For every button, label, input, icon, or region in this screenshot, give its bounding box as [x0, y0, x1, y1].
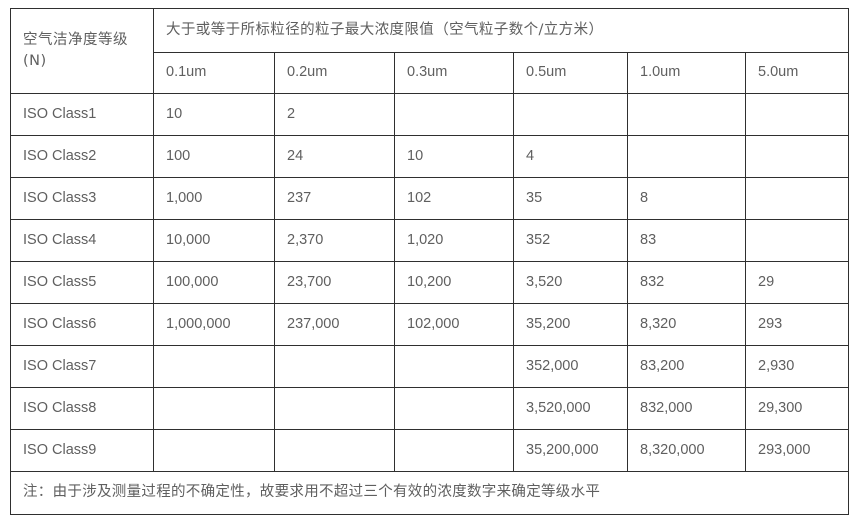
cell-value [153, 429, 275, 472]
header-row-top: 空气洁净度等级 (N) 大于或等于所标粒径的粒子最大浓度限值（空气粒子数个/立方… [10, 8, 850, 94]
cell-value [274, 429, 395, 472]
cell-value [153, 345, 275, 388]
cell-value [627, 135, 746, 178]
iso-cleanliness-table: 空气洁净度等级 (N) 大于或等于所标粒径的粒子最大浓度限值（空气粒子数个/立方… [9, 8, 850, 515]
cell-value: 293 [744, 303, 850, 346]
cell-value: 237,000 [274, 303, 395, 346]
cell-value [394, 429, 514, 472]
cell-value: 35,200,000 [513, 429, 628, 472]
cell-value: 3,520,000 [513, 387, 628, 430]
cell-value: 29 [744, 261, 850, 304]
row-label: ISO Class8 [10, 387, 154, 430]
table-row: ISO Class8 3,520,000 832,000 29,300 [10, 387, 850, 430]
particle-size-header-3: 0.5um [513, 52, 628, 94]
row-label: ISO Class7 [10, 345, 154, 388]
table-row: ISO Class7 352,000 83,200 2,930 [10, 345, 850, 388]
cell-value [744, 177, 850, 220]
cell-value: 8,320 [627, 303, 746, 346]
row-label: ISO Class3 [10, 177, 154, 220]
table-row: ISO Class6 1,000,000 237,000 102,000 35,… [10, 303, 850, 346]
cell-value: 2,930 [744, 345, 850, 388]
row-label: ISO Class2 [10, 135, 154, 178]
cell-value [394, 93, 514, 136]
cell-value: 23,700 [274, 261, 395, 304]
class-column-header: 空气洁净度等级 (N) [10, 8, 154, 94]
row-label: ISO Class6 [10, 303, 154, 346]
table-row: ISO Class5 100,000 23,700 10,200 3,520 8… [10, 261, 850, 304]
cell-value: 83,200 [627, 345, 746, 388]
cell-value: 2 [274, 93, 395, 136]
cell-value [744, 219, 850, 262]
cell-value: 293,000 [744, 429, 850, 472]
cell-value: 2,370 [274, 219, 395, 262]
cell-value: 24 [274, 135, 395, 178]
cell-value: 100 [153, 135, 275, 178]
cell-value: 10,000 [153, 219, 275, 262]
table-body: 空气洁净度等级 (N) 大于或等于所标粒径的粒子最大浓度限值（空气粒子数个/立方… [9, 8, 850, 515]
cell-value [394, 345, 514, 388]
cell-value: 352,000 [513, 345, 628, 388]
cell-value: 832,000 [627, 387, 746, 430]
cell-value: 4 [513, 135, 628, 178]
cell-value [744, 135, 850, 178]
cell-value [153, 387, 275, 430]
cell-value: 29,300 [744, 387, 850, 430]
cell-value [513, 93, 628, 136]
table-row: ISO Class9 35,200,000 8,320,000 293,000 [10, 429, 850, 472]
cell-value: 35,200 [513, 303, 628, 346]
row-label: ISO Class1 [10, 93, 154, 136]
table-row: ISO Class1 10 2 [10, 93, 850, 136]
cell-value: 1,000 [153, 177, 275, 220]
cell-value [627, 93, 746, 136]
iso-cleanliness-table-container: 空气洁净度等级 (N) 大于或等于所标粒径的粒子最大浓度限值（空气粒子数个/立方… [9, 8, 850, 515]
cell-value: 8,320,000 [627, 429, 746, 472]
cell-value: 10 [394, 135, 514, 178]
table-note: 注：由于涉及测量过程的不确定性，故要求用不超过三个有效的浓度数字来确定等级水平 [9, 471, 850, 515]
row-label: ISO Class4 [10, 219, 154, 262]
cell-value: 35 [513, 177, 628, 220]
cell-value: 237 [274, 177, 395, 220]
cell-value: 832 [627, 261, 746, 304]
row-label: ISO Class5 [10, 261, 154, 304]
cell-value: 1,020 [394, 219, 514, 262]
note-row: 注：由于涉及测量过程的不确定性，故要求用不超过三个有效的浓度数字来确定等级水平 [9, 471, 850, 515]
cell-value: 10,200 [394, 261, 514, 304]
class-column-header-line2: (N) [23, 53, 47, 69]
cell-value: 10 [153, 93, 275, 136]
table-row: ISO Class2 100 24 10 4 [10, 135, 850, 178]
particle-size-header-1: 0.2um [274, 52, 395, 94]
particle-size-header-4: 1.0um [627, 52, 746, 94]
cell-value [274, 387, 395, 430]
cell-value: 102,000 [394, 303, 514, 346]
cell-value: 102 [394, 177, 514, 220]
header-row-units: 0.1um 0.2um 0.3um 0.5um 1.0um 5.0um [11, 52, 850, 94]
concentration-header: 大于或等于所标粒径的粒子最大浓度限值（空气粒子数个/立方米） [152, 8, 850, 53]
particle-size-header-0: 0.1um [153, 52, 275, 94]
table-row: ISO Class4 10,000 2,370 1,020 352 83 [10, 219, 850, 262]
table-row: ISO Class3 1,000 237 102 35 8 [10, 177, 850, 220]
cell-value: 3,520 [513, 261, 628, 304]
particle-size-header-5: 5.0um [744, 52, 850, 94]
cell-value [744, 93, 850, 136]
cell-value [274, 345, 395, 388]
cell-value: 352 [513, 219, 628, 262]
cell-value: 8 [627, 177, 746, 220]
class-column-header-line1: 空气洁净度等级 [23, 31, 128, 48]
cell-value: 83 [627, 219, 746, 262]
cell-value: 100,000 [153, 261, 275, 304]
row-label: ISO Class9 [10, 429, 154, 472]
particle-size-header-2: 0.3um [394, 52, 514, 94]
cell-value [394, 387, 514, 430]
cell-value: 1,000,000 [153, 303, 275, 346]
